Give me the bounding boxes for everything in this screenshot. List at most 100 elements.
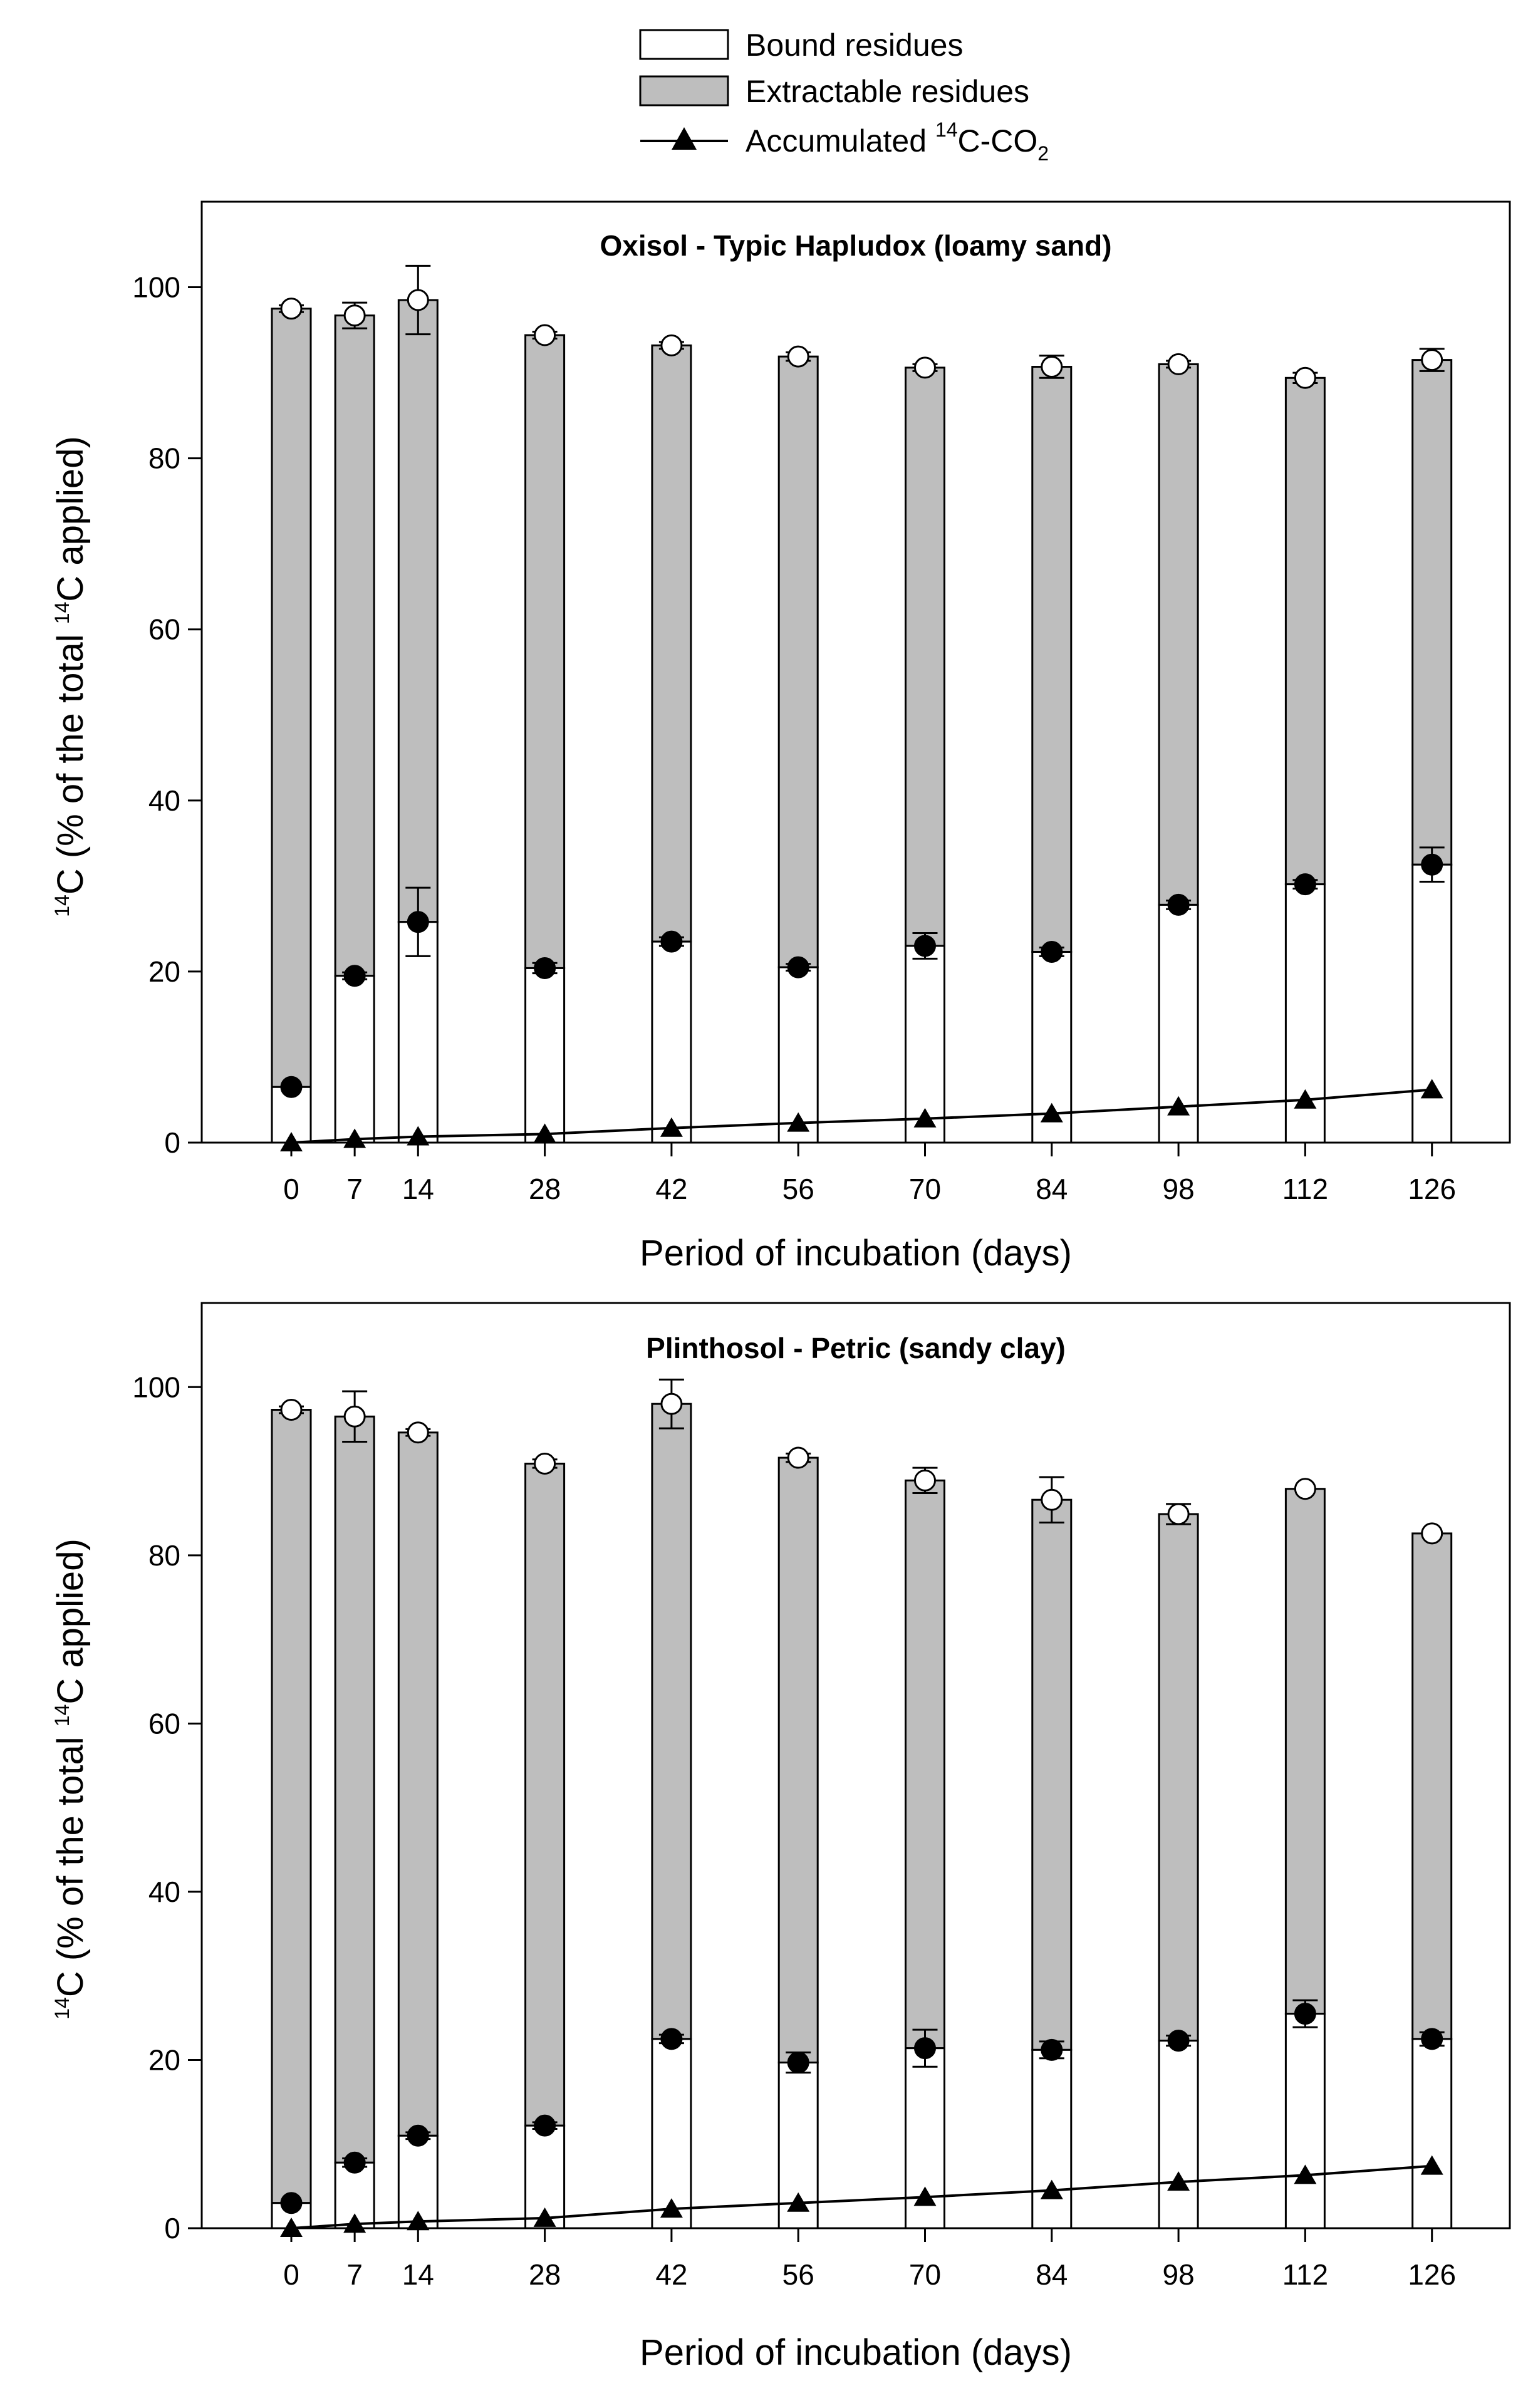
y-tick-label: 0 (164, 2212, 180, 2245)
x-tick-label: 84 (1036, 2258, 1068, 2291)
point-extractable (787, 1446, 809, 1469)
bar-extractable (524, 334, 566, 969)
x-tick-label: 98 (1163, 2258, 1195, 2291)
point-extractable (407, 289, 429, 311)
co2-point (533, 1123, 556, 1143)
co2-point (280, 1132, 303, 1151)
x-tick-label: 84 (1036, 1173, 1068, 1205)
point-extractable (787, 345, 809, 368)
co2-point (913, 1108, 937, 1128)
y-tick-label: 60 (148, 1707, 180, 1740)
co2-point (343, 2213, 366, 2233)
x-tick-label: 112 (1282, 1173, 1328, 1205)
bar-extractable (1411, 1532, 1453, 2040)
point-bound (1421, 853, 1443, 876)
y-tick-label: 100 (132, 1371, 180, 1403)
point-bound (534, 2114, 556, 2137)
legend-label-bound: Bound residues (746, 28, 963, 63)
legend-label-extractable: Extractable residues (746, 74, 1029, 109)
point-bound (534, 957, 556, 979)
co2-point (407, 1126, 430, 1146)
point-bound (1294, 873, 1316, 896)
bar-bound (1031, 2048, 1073, 2229)
co2-point (533, 2207, 556, 2227)
point-bound (1041, 2038, 1063, 2061)
bar-extractable (397, 1431, 439, 2137)
x-tick-label: 0 (283, 2258, 299, 2291)
bar-extractable (1031, 366, 1073, 953)
legend-swatch-bound (639, 29, 729, 60)
y-tick-label: 20 (148, 955, 180, 988)
co2-series (280, 1079, 1443, 1151)
point-bound (1041, 941, 1063, 963)
bar-extractable (777, 355, 819, 968)
bar-group (271, 264, 1453, 1144)
point-bound (1167, 2030, 1190, 2052)
legend: Bound residues Extractable residues Accu… (639, 28, 1049, 165)
co2-point (1167, 1096, 1190, 1116)
panel-oxisol: Oxisol - Typic Hapludox (loamy sand) 0 20… (50, 200, 1511, 1274)
point-extractable (660, 334, 683, 356)
point-bound (660, 930, 683, 953)
bar-extractable (1158, 363, 1199, 906)
co2-point (280, 2218, 303, 2237)
point-extractable (914, 1469, 936, 1492)
co2-point (787, 2192, 810, 2212)
co2-point (660, 2198, 683, 2218)
point-bound (787, 2051, 809, 2073)
point-extractable (1167, 353, 1190, 375)
co2-point (1040, 1103, 1063, 1123)
point-extractable (343, 1405, 366, 1428)
bar-bound (1284, 2013, 1326, 2229)
y-tick-label: 80 (148, 442, 180, 475)
point-extractable (660, 1393, 683, 1415)
bar-bound (1411, 2038, 1453, 2229)
y-axis-title: 14C (% of the total 14C applied) (50, 436, 91, 917)
x-tick-label: 126 (1408, 1173, 1456, 1205)
point-bound (280, 2192, 303, 2214)
x-axis-ticks: 0 7 14 28 42 56 70 84 98 112 126 (283, 1143, 1456, 1205)
x-tick-label: 112 (1282, 2258, 1328, 2291)
bar-bound (397, 921, 439, 1144)
point-extractable (1041, 1488, 1063, 1511)
co2-line (291, 2164, 1432, 2229)
bar-extractable (651, 344, 692, 943)
point-bound (280, 1076, 303, 1098)
point-bound (1421, 2028, 1443, 2050)
bar-extractable (524, 1462, 566, 2127)
x-axis-ticks: 0 7 14 28 42 56 70 84 98 112 126 (283, 2228, 1456, 2291)
x-axis-title: Period of incubation (days) (640, 1233, 1072, 1274)
x-tick-label: 7 (346, 2258, 363, 2291)
bar-bound (1158, 2040, 1199, 2229)
co2-point (343, 1128, 366, 1148)
co2-point (1040, 2179, 1063, 2199)
y-axis-ticks: 0 20 40 60 80 100 (132, 1371, 202, 2245)
point-bound (787, 956, 809, 978)
plot-frame (200, 1302, 1511, 2229)
point-extractable (343, 304, 366, 327)
co2-point (787, 1112, 810, 1132)
x-tick-label: 42 (655, 2258, 687, 2291)
co2-point (407, 2211, 430, 2231)
y-axis-title: 14C (% of the total 14C applied) (50, 1539, 91, 2020)
point-bound (407, 2124, 429, 2147)
co2-point (1167, 2171, 1190, 2191)
co2-point (913, 2186, 937, 2206)
bar-bound (524, 967, 566, 1144)
bar-extractable (777, 1456, 819, 2063)
co2-point (660, 1117, 683, 1137)
bar-bound (334, 975, 375, 1144)
bar-extractable (651, 1403, 692, 2040)
bar-extractable (1411, 359, 1453, 866)
bar-extractable (1158, 1513, 1199, 2042)
point-bound (407, 911, 429, 933)
point-extractable (1041, 356, 1063, 378)
y-tick-label: 40 (148, 784, 180, 817)
point-extractable (407, 1421, 429, 1444)
point-extractable (1167, 1503, 1190, 1525)
legend-label-co2: Accumulated 14C-CO2 (746, 118, 1049, 165)
y-tick-label: 0 (164, 1126, 180, 1159)
x-tick-label: 7 (346, 1173, 363, 1205)
plot-frame (200, 200, 1511, 1144)
